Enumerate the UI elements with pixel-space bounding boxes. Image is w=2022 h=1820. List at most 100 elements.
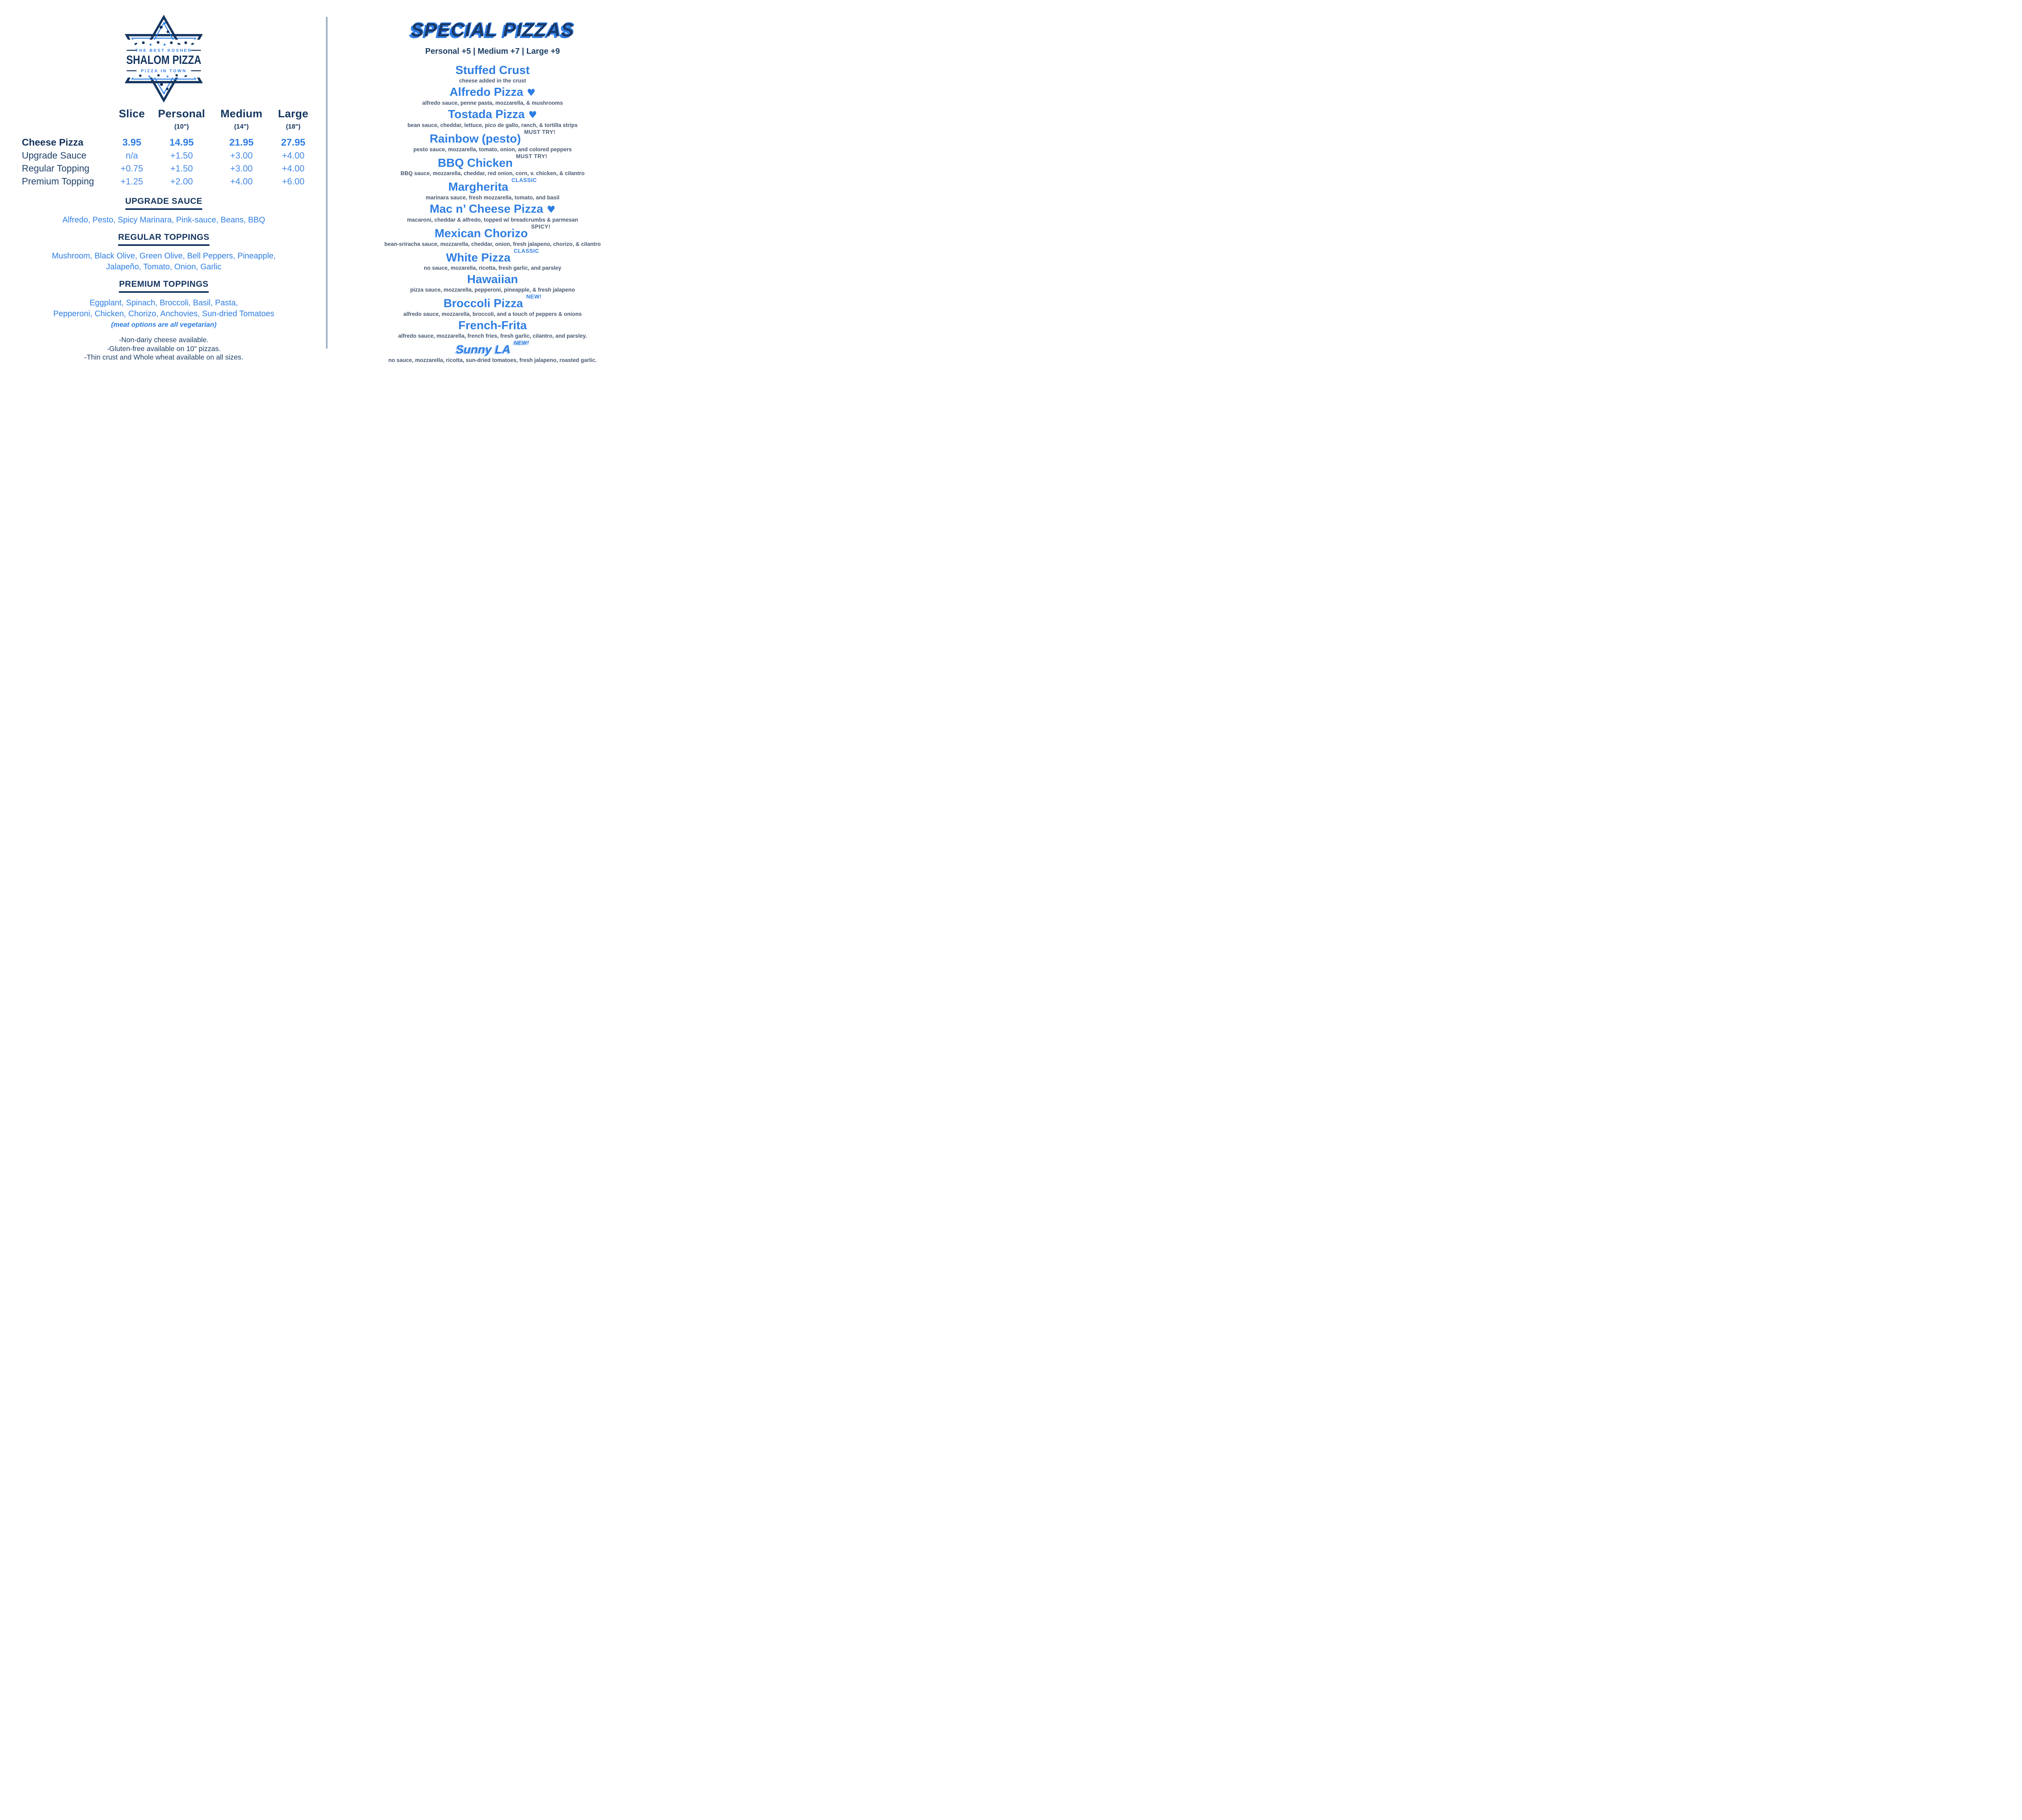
section-line: Jalapeño, Tomato, Onion, Garlic [106,262,222,271]
price-col-header: Slice [118,108,145,120]
specials-column: SPECIAL PIZZAS Personal +5 | Medium +7 |… [342,19,643,365]
special-pizza-desc: cheese added in the crust [459,78,526,84]
special-pizza-item: Rainbow (pesto)MUST TRY! pesto sauce, moz… [342,129,643,153]
section-heading: REGULAR TOPPINGS [118,233,209,246]
pizza-topping-dots-top-tip [159,22,169,33]
section-line: Pepperoni, Chicken, Chorizo, Anchovies, … [53,309,275,318]
pizza-topping-dots-band-bottom [139,74,187,78]
price-value: +3.00 [230,150,253,161]
special-pizza-name: Tostada Pizza [448,108,525,121]
price-value: n/a [125,150,138,161]
special-pizza-item: White PizzaCLASSIC no sauce, mozarella, r… [342,248,643,272]
special-pizza-name-line: MargheritaCLASSIC [342,177,643,194]
special-pizza-desc: alfredo sauce, mozzarella, broccoli, and… [403,311,582,317]
logo-name: SHALOM PIZZA [126,53,201,67]
special-pizza-name: Rainbow (pesto) [429,132,521,146]
special-badge: NEW! [514,339,529,346]
section-note: (meat options are all vegetarian) [111,321,217,328]
specials-title: SPECIAL PIZZAS [410,19,575,40]
special-badge: CLASSIC [511,177,537,184]
price-table-sizes-row: (10") (14") (18") [18,120,319,131]
special-pizza-name-line: Broccoli PizzaNEW! [342,294,643,310]
section-heading-wrap: PREMIUM TOPPINGS [11,279,316,293]
special-pizza-desc: alfredo sauce, penne pasta, mozzarella, … [422,100,563,106]
price-row-label: Cheese Pizza [22,137,84,148]
price-value: +0.75 [121,163,143,174]
special-pizza-name: BBQ Chicken [438,157,513,170]
special-pizza-desc: macaroni, cheddar & alfredo, topped w/ b… [407,216,578,223]
section-heading-wrap: REGULAR TOPPINGS [11,233,316,246]
special-pizza-desc: bean-sriracha sauce, mozzarella, cheddar… [384,241,601,247]
special-pizza-name: Sunny LA [456,343,511,356]
price-value: 14.95 [169,137,194,148]
special-pizza-name-line: Rainbow (pesto)MUST TRY! [342,129,643,146]
price-value: +1.50 [170,163,193,174]
special-pizza-name: Mexican Chorizo [434,227,528,240]
special-pizza-name: Margherita [448,180,508,194]
special-pizza-name-line: Alfredo Pizza ♥ [342,86,643,99]
special-pizza-item: Sunny LANEW! no sauce, mozzarella, ricott… [342,339,643,364]
special-pizza-name-line: Sunny LANEW! [342,339,643,356]
price-value: +3.00 [230,163,253,174]
special-pizza-item: Stuffed Crust cheese added in the crust [342,64,643,85]
heart-icon: ♥ [546,203,556,215]
special-pizza-name-line: Mac n’ Cheese Pizza ♥ [342,203,643,216]
section-heading-wrap: UPGRADE SAUCE [11,197,316,210]
heart-icon: ♥ [528,109,537,121]
special-pizza-name-line: Tostada Pizza ♥ [342,108,643,121]
menu-page: { "brand": { "tagline_top": "THE BEST KO… [0,0,647,364]
price-table-row: Upgrade Sauce n/a +1.50 +3.00 +4.00 [18,150,319,162]
price-table-row: Regular Topping +0.75 +1.50 +3.00 +4.00 [18,163,319,175]
special-pizza-item: Mac n’ Cheese Pizza ♥ macaroni, cheddar & … [342,203,643,224]
pizza-topping-dots-band-top [134,41,194,46]
section-line: Mushroom, Black Olive, Green Olive, Bell… [52,252,276,260]
special-pizza-desc: pizza sauce, mozzarella, pepperoni, pine… [410,287,575,293]
price-size-label: (14") [234,123,249,130]
price-row-label: Regular Topping [22,163,90,174]
specials-items: Stuffed Crust cheese added in the crust Al… [342,64,643,364]
special-pizza-item: Broccoli PizzaNEW! alfredo sauce, mozzare… [342,294,643,318]
special-pizza-item: BBQ ChickenMUST TRY! BBQ sauce, mozzarell… [342,153,643,178]
special-pizza-name: French-Frita [458,319,527,332]
star-of-david-pizza-logo: THE BEST KOSHER SHALOM PIZZA PIZZA IN TO… [122,15,205,103]
price-table-row: Premium Topping +1.25 +2.00 +4.00 +6.00 [18,176,319,188]
special-pizza-item: Hawaiian pizza sauce, mozzarella, peppero… [342,273,643,294]
footnote-line: -Thin crust and Whole wheat available on… [84,353,243,361]
price-value: 21.95 [229,137,254,148]
special-pizza-item: French-Frita alfredo sauce, mozzarella, f… [342,319,643,340]
special-pizza-desc: no sauce, mozarella, ricotta, fresh garl… [424,265,561,271]
section-heading: UPGRADE SAUCE [125,197,203,210]
special-badge: MUST TRY! [516,153,548,159]
price-value: +1.50 [170,150,193,161]
special-pizza-name: Stuffed Crust [455,64,530,77]
left-sections: UPGRADE SAUCE Alfredo, Pesto, Spicy Marin… [11,197,316,362]
price-col-header: Medium [220,108,262,120]
special-pizza-name: White Pizza [446,251,511,265]
section-heading: PREMIUM TOPPINGS [119,279,209,293]
footnotes: -Non-dariy cheese available. -Gluten-free… [11,336,316,362]
price-value: +2.00 [170,176,193,186]
price-col-header: Large [278,108,309,120]
section-line: Eggplant, Spinach, Broccoli, Basil, Past… [89,298,238,307]
special-badge: SPICY! [531,223,551,230]
price-value: +6.00 [282,176,305,186]
specials-pricing: Personal +5 | Medium +7 | Large +9 [425,47,560,56]
price-value: 27.95 [281,137,306,148]
price-value: 3.95 [122,137,142,148]
price-table-header-row: Slice Personal Medium Large [18,108,319,120]
special-pizza-desc: alfredo sauce, mozzarella, french fries,… [398,332,587,339]
price-value: +4.00 [282,163,305,174]
price-col-header: Personal [158,108,205,120]
footnote-line: -Gluten-free available on 10" pizzas. [107,344,221,353]
special-badge: CLASSIC [514,248,539,254]
brand-logo: THE BEST KOSHER SHALOM PIZZA PIZZA IN TO… [121,13,206,106]
special-badge: MUST TRY! [524,129,556,135]
pizza-topping-dots-bottom-tip [160,83,169,94]
special-pizza-name: Mac n’ Cheese Pizza [429,202,543,216]
special-pizza-item: Alfredo Pizza ♥ alfredo sauce, penne pasta… [342,86,643,107]
special-pizza-name-line: BBQ ChickenMUST TRY! [342,153,643,170]
logo-tagline-top: THE BEST KOSHER [135,49,192,53]
special-pizza-desc: marinara sauce, fresh mozzarella, tomato… [425,194,560,201]
footnote-line: -Non-dariy cheese available. [119,336,209,344]
special-pizza-name: Alfredo Pizza [449,86,523,99]
